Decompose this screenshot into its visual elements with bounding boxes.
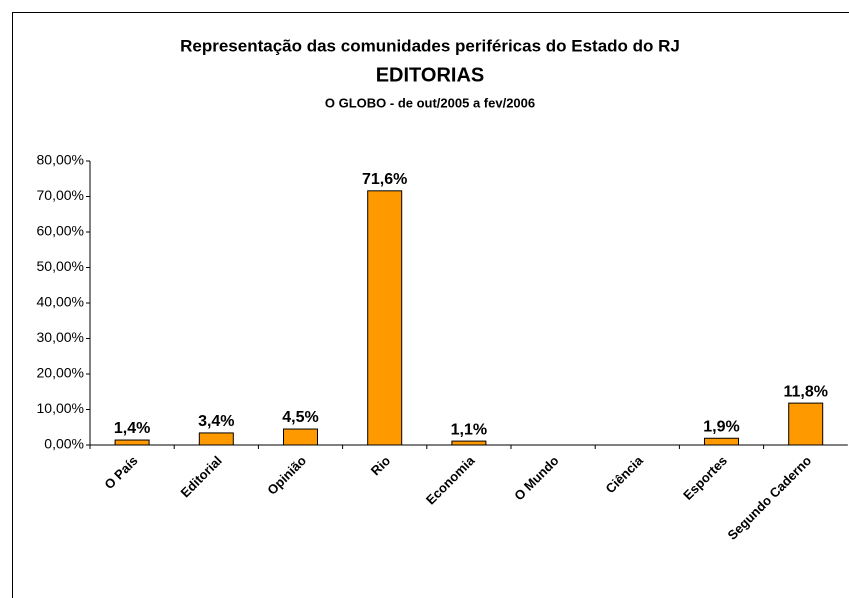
x-tick-label: O Mundo [511, 453, 561, 503]
value-label: 11,8% [783, 383, 827, 400]
x-tick-label: Esportes [680, 453, 730, 503]
bar [367, 190, 403, 446]
value-label: 71,6% [362, 171, 407, 188]
value-label: 1,9% [703, 418, 739, 435]
chart-border [12, 12, 849, 598]
bar [114, 439, 150, 446]
x-tick-label: Editorial [177, 453, 224, 500]
value-label: 4,5% [282, 409, 318, 426]
chart-subtitle: EDITORIAS [376, 64, 485, 86]
y-tick-label: 20,00% [37, 365, 84, 381]
bar [788, 402, 824, 446]
x-tick-label: O País [101, 453, 140, 492]
value-label: 3,4% [198, 413, 234, 430]
value-label: 1,1% [451, 421, 487, 438]
x-tick-label: Segundo Caderno [724, 453, 814, 543]
x-tick-label: Opinião [264, 453, 309, 498]
x-tick-label: Rio [368, 453, 393, 478]
y-tick-label: 0,00% [44, 436, 84, 452]
x-tick-label: Ciência [603, 452, 647, 496]
chart-title: Representação das comunidades periférica… [180, 36, 680, 55]
bar [704, 437, 739, 446]
y-tick-label: 80,00% [37, 152, 84, 168]
y-tick-label: 60,00% [37, 223, 84, 239]
x-tick-label: Economia [423, 452, 478, 507]
y-tick-label: 50,00% [37, 258, 84, 274]
y-tick-label: 30,00% [37, 329, 84, 345]
y-tick-label: 40,00% [37, 294, 84, 310]
bar [198, 432, 234, 446]
bar [451, 440, 487, 446]
bar [283, 428, 318, 446]
y-tick-label: 70,00% [37, 187, 84, 203]
chart-caption: O GLOBO - de out/2005 a fev/2006 [325, 95, 535, 110]
y-tick-label: 10,00% [37, 400, 84, 416]
value-label: 1,4% [114, 420, 150, 437]
